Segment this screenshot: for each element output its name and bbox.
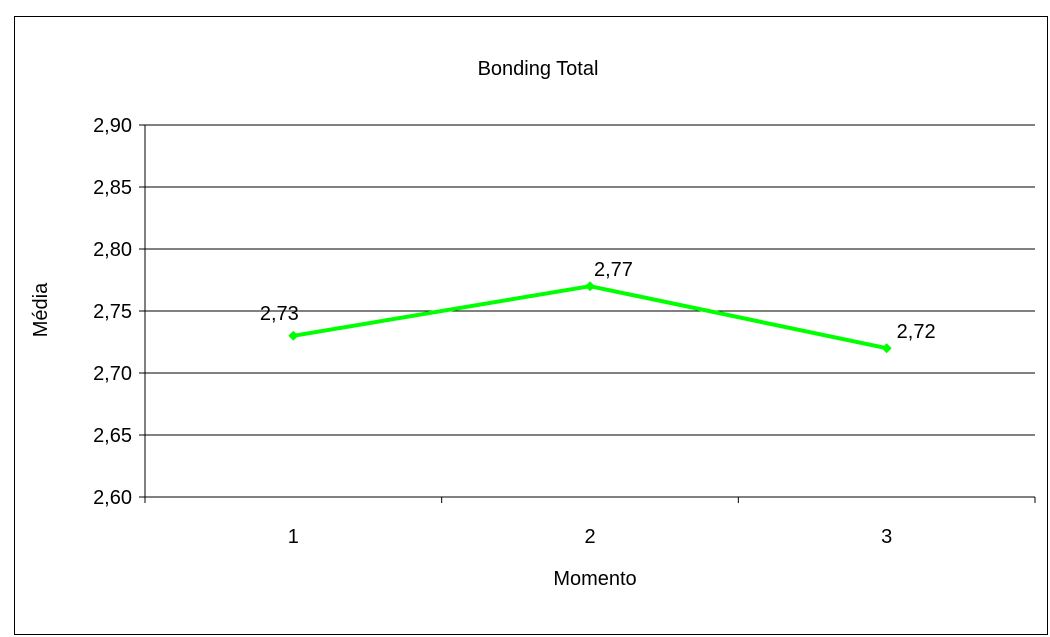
x-axis-label: Momento: [553, 568, 636, 590]
y-tick-label: 2,60: [93, 487, 132, 509]
y-tick-label: 2,70: [93, 363, 132, 385]
series-layer: [288, 281, 892, 354]
data-point: [585, 281, 595, 292]
series-line: [293, 284, 888, 351]
x-tick-label: 1: [288, 526, 299, 548]
data-label: 2,77: [594, 259, 633, 281]
y-tick-label: 2,65: [93, 425, 132, 447]
data-label: 2,72: [897, 321, 936, 343]
x-tick-label: 2: [584, 526, 595, 548]
y-tick-label: 2,85: [93, 177, 132, 199]
data-labels: 2,73 2,77 2,72: [260, 259, 936, 343]
y-tick-label: 2,75: [93, 301, 132, 323]
chart-frame: [14, 16, 1048, 635]
y-tick-label: 2,80: [93, 239, 132, 261]
data-point: [288, 330, 299, 341]
data-point: [881, 343, 892, 354]
data-label: 2,73: [260, 303, 299, 325]
axes: 2,60 2,65 2,70 2,75 2,80 2,85 2,90 1 2 3: [93, 115, 1036, 548]
gridlines: [145, 124, 1035, 436]
y-tick-label: 2,90: [93, 115, 132, 137]
x-tick-label: 3: [881, 526, 892, 548]
y-axis-label: Média: [30, 282, 52, 337]
chart-title: Bonding Total: [478, 58, 599, 80]
